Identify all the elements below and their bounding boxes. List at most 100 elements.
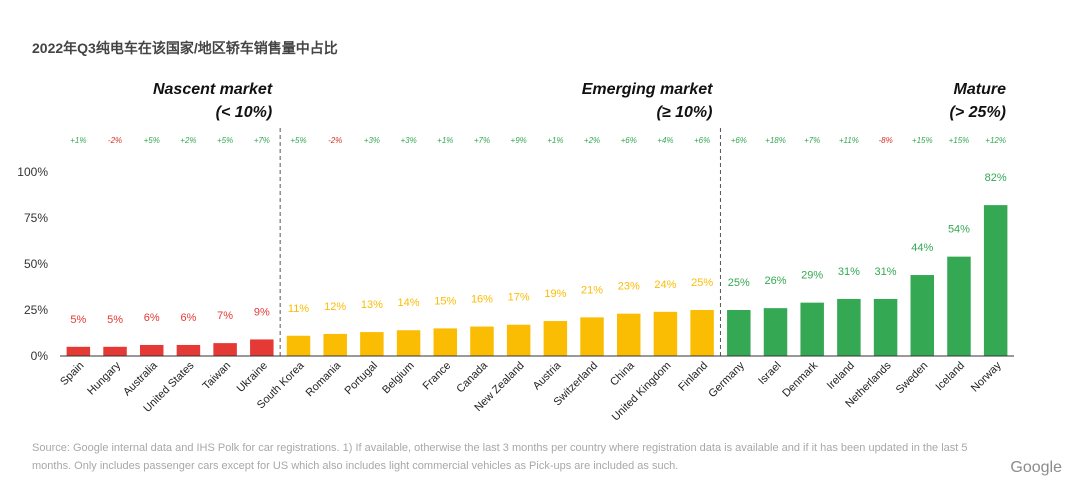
value-label: 7%	[217, 310, 233, 322]
y-tick-label: 100%	[17, 165, 48, 179]
x-tick-label: China	[608, 359, 637, 388]
change-label: +1%	[437, 136, 453, 145]
segment-range: (≥ 10%)	[657, 104, 713, 121]
change-label: +12%	[985, 136, 1006, 145]
x-tick-label: Canada	[454, 359, 490, 395]
google-logo: Google	[1010, 459, 1062, 476]
value-label: 26%	[764, 275, 786, 287]
bar	[543, 321, 568, 356]
value-label: 6%	[180, 312, 196, 324]
value-label: 15%	[434, 295, 456, 307]
value-label: 31%	[875, 266, 897, 278]
value-label: 14%	[398, 297, 420, 309]
change-label: +7%	[474, 136, 490, 145]
change-label: +4%	[657, 136, 673, 145]
value-labels: 5% 5% 6% 6% 7% 9% 11% 12% 13% 14% 15% 16% 17% 19% 21% 2…	[70, 172, 1006, 326]
x-tick-label: Iceland	[934, 360, 968, 394]
bar	[580, 317, 604, 356]
value-label: 5%	[107, 314, 123, 326]
value-label: 11%	[288, 303, 309, 315]
x-tick-label: Portugal	[343, 360, 380, 397]
value-label: 19%	[544, 288, 566, 300]
source-note: Source: Google internal data and IHS Pol…	[32, 442, 968, 472]
value-label: 17%	[508, 292, 530, 304]
value-label: 16%	[471, 294, 493, 306]
change-label: +11%	[839, 136, 859, 145]
chart-title: 2022年Q3纯电车在该国家/地区轿车销售量中占比	[32, 40, 338, 56]
bar	[286, 335, 311, 356]
value-label: 25%	[728, 277, 750, 289]
x-tick-label: Ukraine	[235, 360, 270, 395]
bar	[653, 311, 678, 356]
x-tick-label: Ireland	[825, 360, 857, 392]
change-label: +1%	[70, 136, 86, 145]
change-label: +15%	[912, 136, 933, 145]
bar	[470, 326, 494, 356]
change-label: +2%	[180, 136, 196, 145]
bar	[103, 346, 127, 356]
change-label: +6%	[694, 136, 710, 145]
bars	[66, 205, 1008, 356]
x-tick-label: Hungary	[85, 359, 123, 397]
value-label: 29%	[801, 270, 823, 282]
bar	[66, 346, 91, 356]
bar	[910, 275, 935, 356]
change-labels: +1% -2% +5% +2% +5% +7% +5% -2% +3% +3% +1% +7% +9% +…	[70, 136, 1006, 145]
bar	[727, 310, 751, 356]
bar	[250, 339, 274, 356]
segment-range: (< 10%)	[216, 104, 272, 121]
y-tick-label: 50%	[24, 257, 48, 271]
bar	[213, 343, 237, 356]
change-label: +2%	[584, 136, 600, 145]
y-tick-label: 75%	[24, 211, 48, 225]
value-label: 31%	[838, 266, 860, 278]
x-tick-label: Austria	[531, 359, 564, 392]
x-tick-label: Sweden	[894, 360, 931, 397]
value-label: 5%	[70, 314, 86, 326]
bar	[139, 344, 164, 356]
bar	[396, 330, 421, 356]
bar	[433, 328, 458, 356]
segment-title: Mature	[954, 81, 1007, 98]
bar	[690, 310, 714, 356]
bar	[176, 344, 201, 356]
change-label: +1%	[547, 136, 563, 145]
x-tick-label: Israel	[756, 360, 784, 388]
change-label: +9%	[511, 136, 527, 145]
change-label: +3%	[364, 136, 380, 145]
change-label: +3%	[400, 136, 416, 145]
segment-range: (> 25%)	[950, 104, 1006, 121]
bar	[506, 324, 531, 356]
x-tick-label: Spain	[58, 360, 86, 388]
bar	[837, 298, 861, 356]
bar	[947, 256, 971, 356]
x-tick-label: Denmark	[780, 359, 820, 399]
value-label: 24%	[654, 279, 676, 291]
change-label: -8%	[878, 136, 892, 145]
change-label: -2%	[328, 136, 342, 145]
change-label: +6%	[731, 136, 747, 145]
x-tick-label: Romania	[304, 359, 344, 399]
value-label: 6%	[144, 312, 160, 324]
value-label: 21%	[581, 284, 603, 296]
y-axis: 0% 25% 50% 75% 100%	[17, 165, 48, 363]
change-label: +18%	[765, 136, 786, 145]
bar	[616, 313, 641, 356]
x-tick-label: Finland	[676, 360, 710, 394]
change-label: +6%	[621, 136, 637, 145]
value-label: 44%	[911, 242, 933, 254]
x-tick-label: Taiwan	[201, 360, 234, 393]
value-label: 82%	[985, 172, 1007, 184]
x-tick-label: Belgium	[380, 360, 417, 397]
segment-labels: Nascent market (< 10%) Emerging market (≥ 1…	[153, 81, 1006, 121]
segment-title: Emerging market	[582, 81, 713, 98]
bar	[360, 332, 384, 356]
change-label: +5%	[290, 136, 306, 145]
bar	[800, 302, 824, 356]
bar-chart: +1% -2% +5% +2% +5% +7% +5% -2% +3% +3% +1% +7% +9% +…	[17, 81, 1014, 423]
x-tick-label: Germany	[706, 359, 747, 400]
bar	[983, 205, 1008, 356]
value-label: 25%	[691, 277, 713, 289]
change-label: +5%	[217, 136, 233, 145]
